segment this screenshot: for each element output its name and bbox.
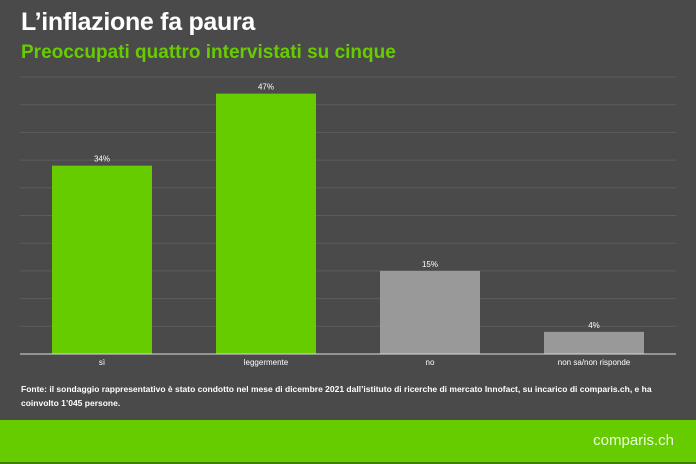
x-tick-label: no [426,358,435,367]
data-label: 15% [422,260,438,269]
data-label: 34% [94,155,110,164]
chart-title: L’inflazione fa paura [21,8,256,36]
x-tick-label: non sa/non risponde [558,358,631,367]
x-tick-label: leggermente [244,358,289,367]
bar-chart: 34% sì 47% leggermente 15% no 4% non sa/non ris… [20,76,676,367]
bar [216,93,316,355]
data-label: 4% [588,321,600,330]
data-label: 47% [258,83,274,92]
bar [544,331,644,354]
footer-bar: comparis.ch [0,420,696,464]
chart-subtitle: Preoccupati quattro intervistati su cinq… [21,42,396,63]
x-tick-label: sì [99,358,105,367]
comparis-logo[interactable]: comparis.ch [593,432,674,449]
source-note: Fonte: il sondaggio rappresentativo è st… [21,384,652,408]
bar [52,165,152,354]
bar [380,270,480,354]
